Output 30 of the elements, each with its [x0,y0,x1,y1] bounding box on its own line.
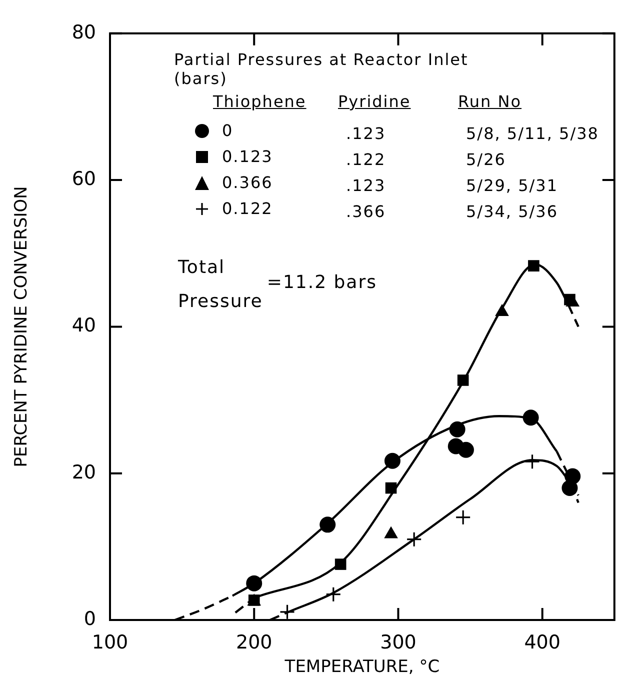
legend-label: 0.122 [222,199,273,219]
annotation: .122 [345,150,387,170]
x-axis-title: TEMPERATURE, °C [284,657,440,678]
y-tick-label: 20 [72,461,96,484]
x-tick-label: 300 [380,631,416,654]
annotation: 5/34, 5/36 [465,202,560,222]
y-tick-label: 80 [72,21,96,44]
y-axis-title: PERCENT PYRIDINE CONVERSION [12,186,32,468]
annotation: 5/26 [465,150,507,170]
x-tick-label: 100 [92,631,128,654]
y-tick-label: 0 [84,608,96,630]
legend-label: 0.366 [222,173,273,193]
x-tick-label: 400 [524,631,560,654]
y-tick-label: 60 [72,168,96,190]
y-tick-label: 40 [72,314,96,337]
annotation: .123 [345,124,387,144]
annotation: .123 [345,176,387,196]
annotation: Total [178,256,226,280]
annotation: .366 [345,202,387,222]
legend-label: 0.123 [222,147,273,167]
x-tick-label: 200 [236,631,272,654]
annotation: Pressure [178,290,263,314]
annotation: Thiophene [213,92,306,112]
annotation: Pyridine [338,92,411,112]
legend-title: Partial Pressures at Reactor Inlet (bars) [174,50,470,88]
legend-label: 0 [222,121,234,141]
annotation: =11.2 bars [266,272,377,292]
annotation: 5/8, 5/11, 5/38 [465,124,599,144]
annotation: 5/29, 5/31 [465,176,560,196]
annotation: Run No [458,92,523,112]
